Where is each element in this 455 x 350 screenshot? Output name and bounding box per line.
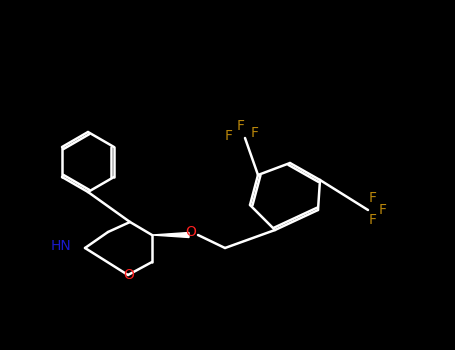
Text: F: F xyxy=(369,213,377,227)
Text: F: F xyxy=(225,129,233,143)
Text: F: F xyxy=(369,191,377,205)
Polygon shape xyxy=(152,232,189,238)
Text: F: F xyxy=(237,119,245,133)
Text: F: F xyxy=(251,126,259,140)
Text: O: O xyxy=(124,268,134,282)
Text: F: F xyxy=(379,203,387,217)
Text: HN: HN xyxy=(50,239,71,253)
Text: O: O xyxy=(186,225,197,239)
